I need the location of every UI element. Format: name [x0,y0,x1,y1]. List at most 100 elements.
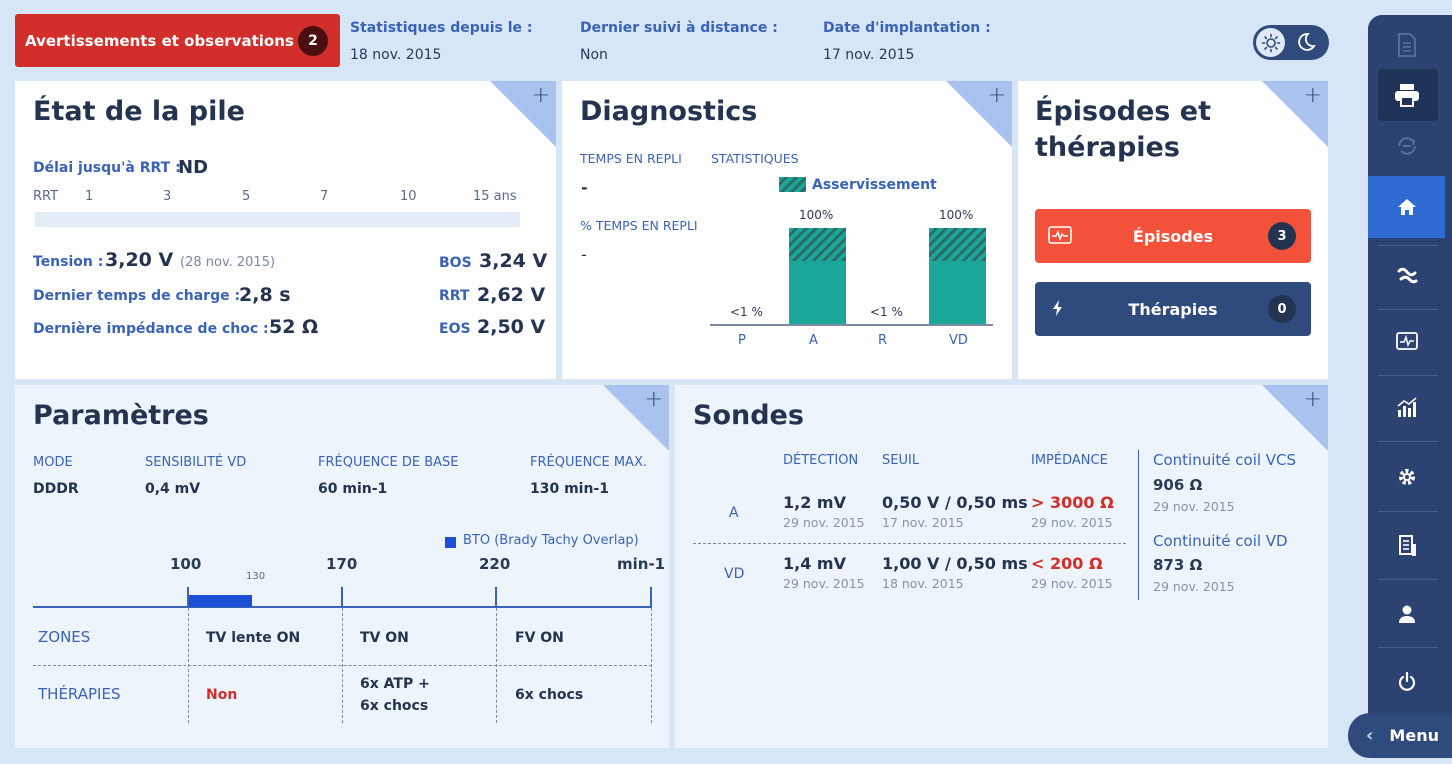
implant-date-label: Date d'implantation : [823,20,991,36]
sidebar-separator [1378,309,1438,310]
lead-vd-detection-date: 29 nov. 2015 [783,576,865,591]
statistics-icon[interactable] [1368,376,1445,438]
moon-icon[interactable] [1295,31,1317,57]
therapies-button[interactable]: Thérapies 0 [1035,282,1311,336]
legend-swatch [779,177,806,192]
warnings-label: Avertissements et observations [25,31,294,50]
panel-corner [1262,81,1328,147]
lead-vd-impedance-date: 29 nov. 2015 [1031,576,1113,591]
expand-plus-icon[interactable]: + [644,387,663,412]
lead-a-threshold-date: 17 nov. 2015 [882,515,964,530]
lead-a-threshold: 0,50 V / 0,50 ms [882,493,1028,512]
shock-impedance-label: Dernière impédance de choc : [33,321,269,337]
expand-plus-icon[interactable]: + [1303,83,1322,108]
sidebar [1368,15,1452,749]
sidebar-separator [1378,579,1438,580]
therapy-tv-line1: 6x ATP + [360,676,430,692]
bar [789,228,846,324]
sidebar-separator [1378,441,1438,442]
bos-label: BOS [439,255,472,271]
shock-impedance-value: 52 Ω [269,316,319,338]
panel-corner [1262,385,1328,451]
implant-date-value: 17 nov. 2015 [823,47,915,63]
sidebar-separator [1378,245,1438,246]
ecg-icon[interactable] [1368,310,1445,372]
expand-plus-icon[interactable]: + [531,83,550,108]
home-icon[interactable] [1368,176,1445,238]
coil-vd-date: 29 nov. 2015 [1153,579,1235,594]
battery-title: État de la pile [33,96,245,127]
lead-a-detection: 1,2 mV [783,493,846,512]
sun-icon[interactable] [1256,28,1285,57]
sync-icon[interactable] [1368,115,1445,177]
impedance-header: IMPÉDANCE [1031,453,1108,468]
scale-tick: 3 [163,189,172,204]
bar-value-label: <1 % [870,305,903,319]
battery-panel: + [15,81,556,379]
scale-tick: 15 ans [473,189,517,204]
rrt-value: 2,62 V [477,284,546,306]
scale-220: 220 [479,555,511,573]
battery-scale-track [35,212,520,227]
coil-vcs-date: 29 nov. 2015 [1153,499,1235,514]
diagnostics-panel: + [562,81,1012,379]
remote-followup-value: Non [580,47,608,63]
warnings-count-badge: 2 [298,26,328,56]
scale-170: 170 [326,555,358,573]
charge-time-label: Dernier temps de charge : [33,288,241,304]
max-rate-label: FRÉQUENCE MAX. [530,455,647,470]
eos-value: 2,50 V [477,316,546,338]
lead-a-label: A [729,505,739,521]
patient-icon[interactable] [1368,583,1445,645]
detection-header: DÉTECTION [783,453,859,468]
voltage-label: Tension : [33,254,104,270]
lead-vd-detection: 1,4 mV [783,554,846,573]
episodes-button[interactable]: Épisodes 3 [1035,209,1311,263]
warnings-button[interactable]: Avertissements et observations 2 [15,14,340,67]
menu-label: Menu [1389,726,1439,745]
x-tick-label: A [809,333,818,348]
expand-plus-icon[interactable]: + [987,83,1006,108]
leads-icon[interactable] [1368,245,1445,307]
base-rate-value: 60 min-1 [318,481,388,497]
scale-marker [650,587,652,608]
scale-tick: 7 [320,189,329,204]
episodes-label: Épisodes [1132,226,1214,246]
settings-icon[interactable] [1368,446,1445,508]
bar-hatch [929,228,986,261]
sensitivity-label: SENSIBILITÉ VD [145,455,247,470]
stats-since-label: Statistiques depuis le : [350,20,533,36]
scale-marker [341,587,343,608]
report-icon[interactable] [1368,515,1445,577]
expand-plus-icon[interactable]: + [1303,387,1322,412]
therapies-row-label: THÉRAPIES [38,685,121,703]
zones-label: ZONES [38,628,91,646]
coil-vd-label: Continuité coil VD [1153,532,1288,550]
rrt-delay-label: Délai jusqu'à RRT : [33,160,181,176]
bar [929,228,986,324]
rrt-label: RRT [439,288,470,304]
coil-divider [1138,450,1139,600]
print-icon[interactable] [1368,64,1445,126]
scale-tick: 10 [400,189,417,204]
menu-button[interactable]: ‹ Menu [1348,713,1452,758]
mode-label: MODE [33,455,73,470]
bos-value: 3,24 V [479,250,548,272]
theme-toggle[interactable] [1253,25,1329,60]
scale-unit: min-1 [617,555,666,573]
document-icon[interactable] [1368,14,1445,76]
scale-marker [187,587,189,608]
statistics-label: STATISTIQUES [711,151,799,166]
scale-marker [495,587,497,608]
lead-a-impedance-date: 29 nov. 2015 [1031,515,1113,530]
leads-title: Sondes [693,400,804,431]
x-tick-label: P [738,333,746,348]
lead-a-detection-date: 29 nov. 2015 [783,515,865,530]
bto-legend-swatch [445,537,456,548]
sidebar-separator [1378,647,1438,648]
base-rate-label: FRÉQUENCE DE BASE [318,455,459,470]
bto-legend-label: BTO (Brady Tachy Overlap) [463,533,639,548]
lead-row-divider [693,543,1126,544]
diagnostics-title: Diagnostics [580,96,758,127]
power-icon[interactable] [1368,651,1445,713]
